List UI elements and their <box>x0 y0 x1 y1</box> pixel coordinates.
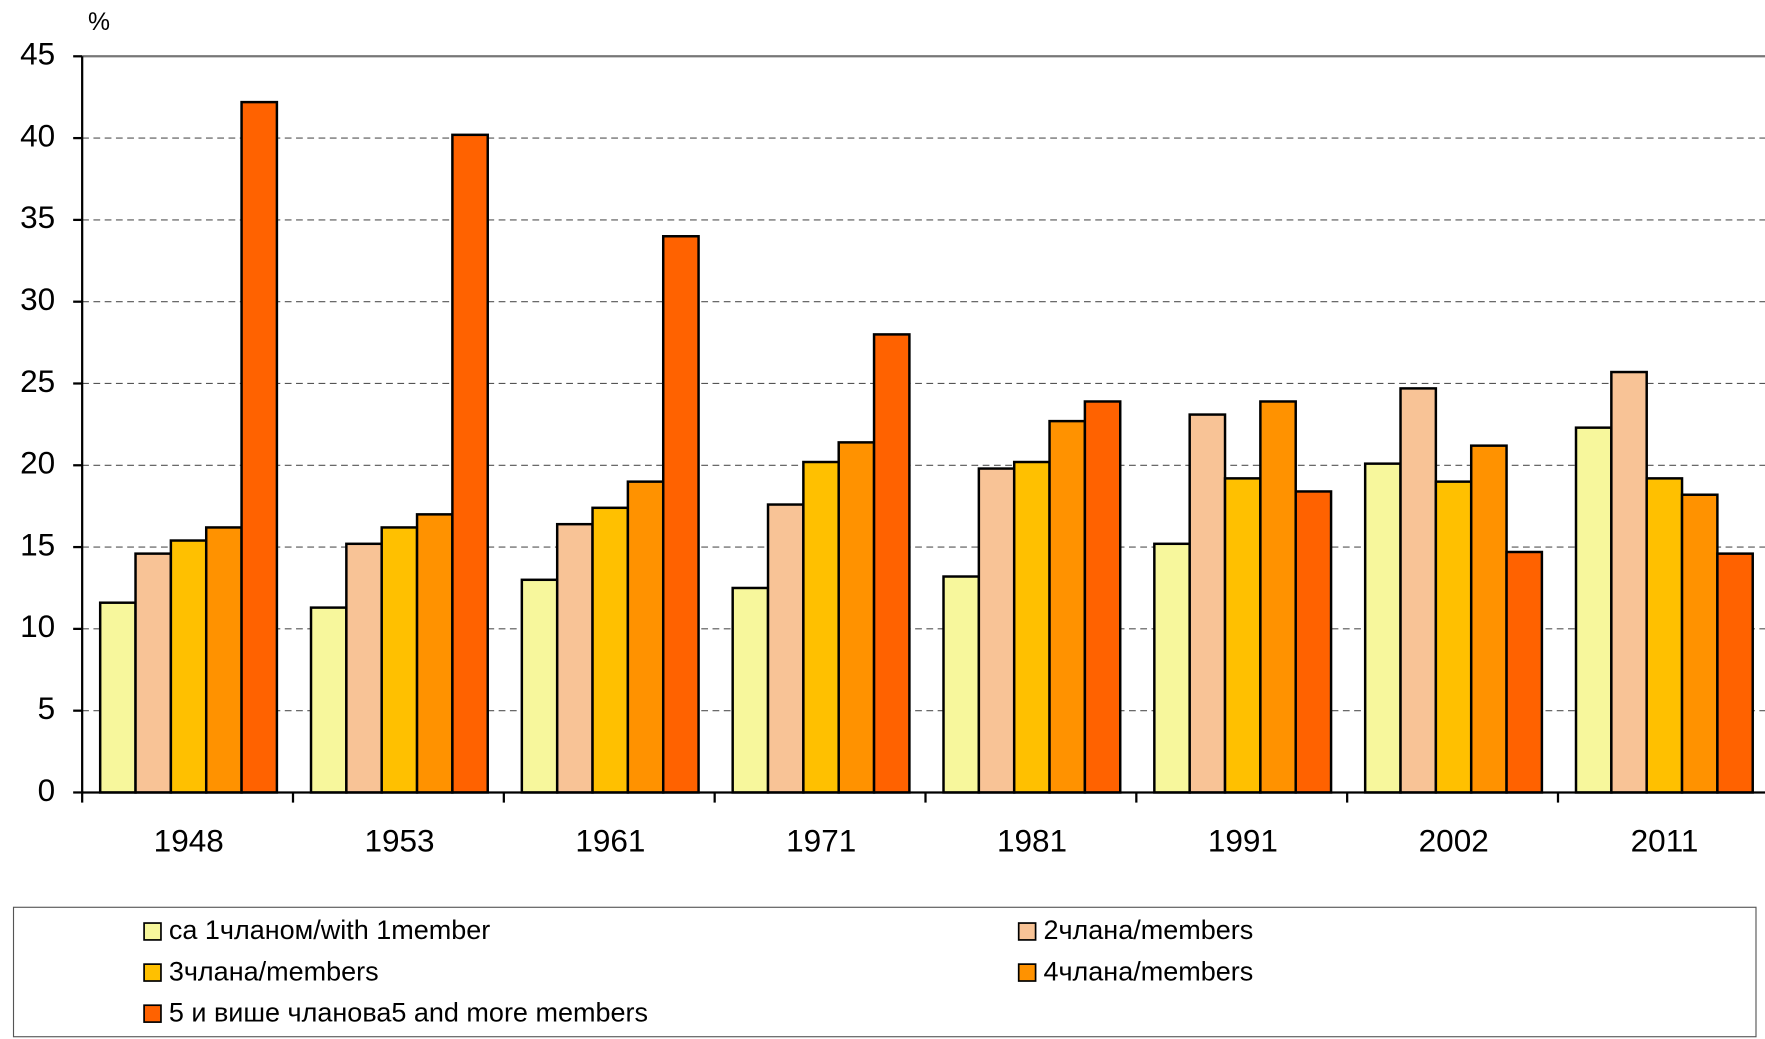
bar <box>802 460 840 794</box>
y-tick-label: 45 <box>20 36 55 72</box>
bar <box>731 586 770 794</box>
y-tick-label: 20 <box>20 445 55 481</box>
bar <box>977 467 1016 794</box>
legend-label: 2члана/members <box>1043 915 1253 945</box>
legend-label: 4члана/members <box>1043 956 1253 986</box>
bar <box>134 552 173 794</box>
bar <box>240 100 279 794</box>
bar <box>1259 400 1297 794</box>
bar <box>309 606 348 794</box>
bar <box>1610 370 1648 794</box>
x-tick-label: 2002 <box>1419 822 1489 858</box>
x-tick-label: 1981 <box>997 822 1067 858</box>
bar <box>1153 542 1191 794</box>
bar <box>1434 480 1473 794</box>
bar <box>837 441 876 794</box>
bar <box>1223 477 1262 794</box>
y-tick-label: 10 <box>20 608 55 644</box>
x-tick-label: 2011 <box>1631 822 1699 858</box>
bar <box>1188 413 1227 794</box>
bar <box>1399 387 1438 794</box>
y-axis-label: % <box>88 9 110 36</box>
x-tick-label: 1991 <box>1208 822 1278 858</box>
legend-swatch <box>143 1004 162 1023</box>
bar <box>451 133 489 794</box>
bar <box>520 578 559 794</box>
bar <box>380 526 419 794</box>
bar <box>591 506 630 794</box>
bar <box>872 333 911 794</box>
bar <box>204 526 243 794</box>
y-tick-label: 35 <box>20 199 55 235</box>
bar <box>1012 460 1051 794</box>
bar <box>345 542 383 794</box>
bar <box>1048 419 1087 794</box>
bar <box>1083 400 1122 794</box>
bar <box>626 480 665 794</box>
bar <box>555 522 594 794</box>
legend-label: 3члана/members <box>169 956 379 986</box>
bar <box>1505 550 1544 794</box>
bar <box>415 513 454 794</box>
y-tick-label: 30 <box>20 281 55 317</box>
x-tick-label: 1948 <box>154 822 224 858</box>
bar <box>1680 493 1719 794</box>
bar <box>766 503 805 794</box>
bar <box>169 539 208 794</box>
legend-label: 5 и више чланова5 and more members <box>169 997 648 1027</box>
bar <box>1645 477 1684 794</box>
x-tick-label: 1961 <box>575 822 645 858</box>
legend-swatch <box>1017 963 1037 982</box>
legend-box <box>12 906 1757 1038</box>
bar <box>661 235 700 794</box>
bar <box>1469 444 1508 794</box>
legend-label: са 1чланом/with 1member <box>169 915 490 945</box>
bar <box>1363 462 1402 794</box>
legend-swatch <box>143 963 162 982</box>
legend-swatch <box>1017 922 1037 941</box>
bar <box>1716 552 1754 794</box>
x-tick-label: 1971 <box>786 822 856 858</box>
bar <box>1574 426 1613 794</box>
legend-swatch <box>143 922 162 941</box>
y-tick-label: 40 <box>20 117 55 153</box>
y-tick-label: 5 <box>38 690 56 726</box>
x-tick-label: 1953 <box>365 822 435 858</box>
bar <box>98 601 137 794</box>
y-tick-label: 25 <box>20 363 55 399</box>
bar <box>942 575 981 794</box>
y-tick-label: 0 <box>38 772 56 808</box>
y-tick-label: 15 <box>20 526 55 562</box>
bar <box>1294 490 1333 794</box>
